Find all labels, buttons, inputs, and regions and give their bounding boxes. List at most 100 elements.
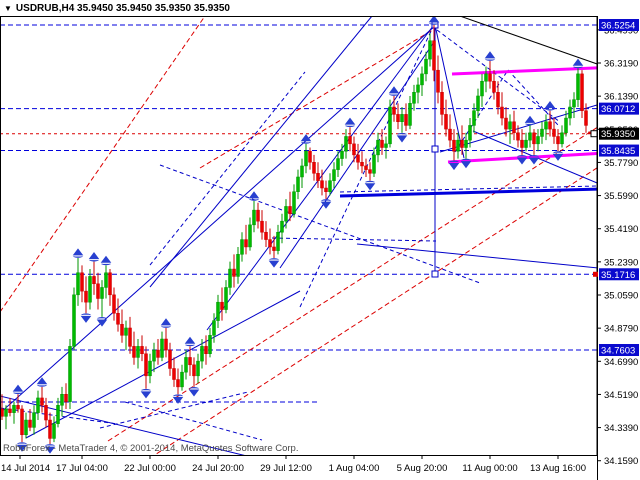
blue-dashed-trendline[interactable]	[339, 185, 640, 193]
candle-body	[548, 121, 552, 130]
magenta-channel-line[interactable]	[451, 66, 640, 76]
candle-body	[272, 246, 276, 251]
price-axis[interactable]: 36.499036.319036.139035.959035.779035.59…	[590, 19, 639, 467]
blue-trendline[interactable]	[206, 25, 434, 331]
candle-body	[420, 73, 424, 86]
price-axis-label: 35.7790	[604, 158, 638, 169]
blue-trendline[interactable]	[0, 24, 437, 413]
candle-body	[292, 191, 296, 215]
level-end-marker	[593, 271, 598, 277]
blue-dashed-trendline[interactable]	[454, 69, 509, 153]
time-axis-label: 24 Jul 20:00	[192, 463, 244, 474]
fractal-up-icon	[544, 101, 556, 111]
candle-body	[240, 239, 244, 255]
candle-body	[264, 231, 268, 240]
object-handle[interactable]	[431, 270, 439, 278]
candle-body	[340, 150, 344, 159]
candle-body	[84, 290, 88, 303]
analysis-objects-layer[interactable]	[0, 8, 640, 458]
candle-body	[512, 121, 516, 134]
candle-body	[572, 99, 576, 108]
blue-dashed-trendline[interactable]	[436, 29, 561, 123]
blue-trendline[interactable]	[25, 290, 301, 439]
candle-body	[28, 419, 32, 428]
candle-body	[156, 349, 160, 358]
price-axis-label: 35.4190	[604, 224, 638, 235]
candle-body	[488, 73, 492, 82]
fractal-up-icon	[160, 318, 172, 328]
bid-line-handle[interactable]	[590, 130, 598, 138]
candle-body	[228, 268, 232, 288]
level-price-label-bg	[599, 19, 639, 31]
candle-body	[4, 408, 8, 417]
candle-body	[296, 176, 300, 192]
candle-body	[508, 121, 512, 130]
fractal-up-icon	[248, 191, 260, 201]
fractal-down-icon	[80, 313, 92, 323]
fractal-down-icon	[44, 444, 56, 454]
candle-body	[392, 106, 396, 115]
blue-dashed-trendline[interactable]	[507, 69, 559, 126]
red-dashed-trendline[interactable]	[199, 27, 437, 169]
candle-body	[300, 165, 304, 178]
candle-body	[268, 239, 272, 248]
level-price-label-bg	[599, 144, 639, 157]
time-axis[interactable]: 14 Jul 2014 17 Jul 04:00 22 Jul 00:00 24 Ju…	[1, 456, 586, 474]
blue-dashed-trendline[interactable]	[149, 71, 306, 266]
candle-body	[356, 154, 360, 163]
candle-body	[492, 80, 496, 93]
candle-body	[112, 294, 116, 314]
blue-trendline[interactable]	[149, 16, 373, 288]
candle-body	[136, 346, 140, 358]
candle-body	[288, 206, 292, 215]
candle-body	[212, 320, 216, 336]
fractal-down-icon	[528, 154, 540, 165]
red-dashed-trendline[interactable]	[150, 140, 640, 458]
blue-dashed-trendline[interactable]	[159, 164, 481, 284]
object-handle[interactable]	[431, 21, 439, 29]
red-dashed-trendline[interactable]	[0, 16, 206, 312]
fractal-up-icon	[572, 58, 584, 69]
blue-trendline[interactable]	[434, 24, 465, 159]
candle-body	[440, 92, 444, 115]
price-axis-label: 34.6990	[604, 357, 638, 368]
candle-body	[372, 154, 376, 174]
candle-body	[48, 419, 52, 439]
candle-body	[176, 379, 180, 388]
red-dashed-trendline[interactable]	[107, 100, 640, 442]
time-axis-label: 13 Aug 16:00	[530, 463, 586, 474]
time-axis-label: 17 Jul 04:00	[56, 463, 108, 474]
symbol-period-label: USDRUB,H4	[15, 3, 75, 14]
blue-dashed-trendline[interactable]	[99, 391, 249, 429]
fractal-up-icon	[300, 134, 312, 144]
candle-body	[80, 272, 84, 292]
time-axis-label: 1 Aug 04:00	[329, 463, 380, 474]
blue-dashed-trendline[interactable]	[271, 237, 437, 242]
fractal-down-icon	[396, 132, 408, 143]
symbol-dropdown-arrow-icon[interactable]: ▼	[4, 4, 12, 13]
magenta-channel-line[interactable]	[447, 151, 640, 164]
black-trendline[interactable]	[437, 8, 640, 79]
candle-body	[404, 114, 408, 126]
candle-body	[524, 139, 528, 148]
blue-trendline[interactable]	[472, 130, 640, 201]
candle-body	[20, 408, 24, 436]
blue-dashed-trendline[interactable]	[124, 401, 263, 441]
thick-blue-trendline[interactable]	[339, 187, 640, 198]
candle-body	[580, 73, 584, 111]
candle-body	[444, 114, 448, 130]
candle-body	[120, 324, 124, 336]
candle-body	[500, 106, 504, 119]
candle-body	[1, 408, 4, 417]
candle-body	[360, 162, 364, 167]
candle-body	[244, 239, 248, 248]
candle-body	[468, 125, 472, 141]
candle-body	[376, 139, 380, 156]
candle-body	[304, 150, 308, 167]
fractal-up-icon	[388, 86, 400, 96]
blue-trendline[interactable]	[356, 243, 638, 272]
object-handle[interactable]	[431, 145, 439, 153]
candle-body	[220, 301, 224, 310]
fractal-up-icon	[100, 255, 112, 266]
